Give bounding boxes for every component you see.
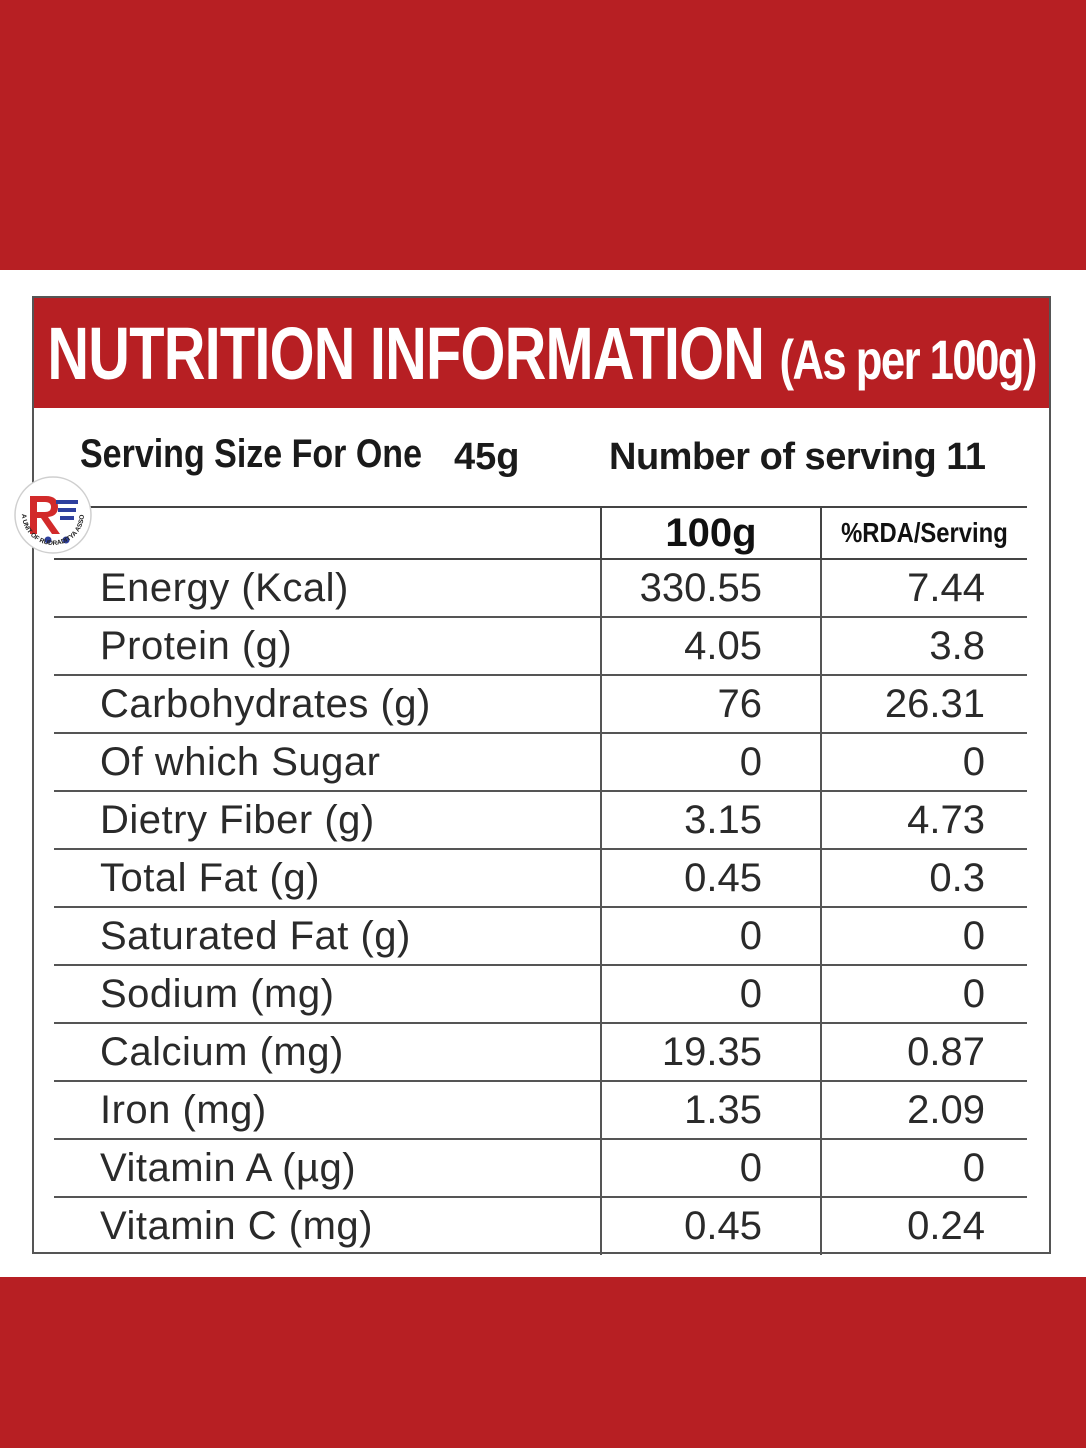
header-rda-per-serving: %RDA/Serving [841, 517, 1008, 548]
table-row: Vitamin C (mg) 0.45 0.24 [54, 1197, 1027, 1255]
nutrient-name: Vitamin C (mg) [100, 1204, 373, 1248]
value-rda-per-serving: 0 [962, 1145, 985, 1190]
table-row: Sodium (mg) 0 0 [54, 965, 1027, 1023]
table-row: Dietry Fiber (g) 3.15 4.73 [54, 791, 1027, 849]
nutrient-name: Energy (Kcal) [100, 565, 349, 610]
brand-logo: A UNIT OF RUDRADITYA ASSOCIATES [6, 465, 98, 560]
nutrient-name: Saturated Fat (g) [100, 913, 411, 958]
nutrient-name: Iron (mg) [100, 1087, 267, 1132]
value-rda-per-serving: 0 [962, 913, 985, 958]
value-per-100g: 1.35 [600, 1081, 822, 1139]
number-of-servings: Number of serving 11 [609, 436, 986, 478]
header-per-100g: 100g [600, 507, 822, 559]
value-per-100g: 19.35 [600, 1023, 822, 1081]
nutrient-name: Sodium (mg) [100, 971, 335, 1016]
table-row: Saturated Fat (g) 0 0 [54, 907, 1027, 965]
nutrition-panel: NUTRITION INFORMATION (As per 100g) Serv… [32, 296, 1051, 1255]
value-rda-per-serving: 0.24 [907, 1204, 985, 1248]
value-per-100g: 0 [600, 733, 822, 791]
value-rda-per-serving: 0.87 [907, 1029, 985, 1074]
value-per-100g: 330.55 [600, 559, 822, 617]
value-rda-per-serving: 3.8 [929, 623, 985, 668]
nutrient-name: Of which Sugar [100, 739, 381, 784]
top-red-band [0, 0, 1086, 270]
serving-size-amount: 45g [454, 436, 520, 478]
title-bar: NUTRITION INFORMATION (As per 100g) [34, 298, 1049, 408]
nutrient-name: Carbohydrates (g) [100, 681, 431, 726]
table-row: Calcium (mg) 19.35 0.87 [54, 1023, 1027, 1081]
nutrient-name: Calcium (mg) [100, 1029, 344, 1074]
value-per-100g: 4.05 [600, 617, 822, 675]
title-main: NUTRITION INFORMATION [47, 311, 765, 395]
table-row: Carbohydrates (g) 76 26.31 [54, 675, 1027, 733]
value-rda-per-serving: 26.31 [884, 681, 985, 726]
cart-logo-icon: A UNIT OF RUDRADITYA ASSOCIATES [6, 465, 92, 554]
table-row: Vitamin A (µg) 0 0 [54, 1139, 1027, 1197]
nutrition-table: 100g %RDA/Serving Energy (Kcal) 330.55 7.4… [54, 506, 1027, 1255]
serving-row: Serving Size For One 45g Number of servi… [34, 408, 1049, 506]
value-per-100g: 0 [600, 965, 822, 1023]
nutrient-name: Total Fat (g) [100, 855, 320, 900]
title-sub: (As per 100g) [779, 327, 1037, 391]
value-rda-per-serving: 0.3 [929, 855, 985, 900]
value-per-100g: 0 [600, 907, 822, 965]
title-text: NUTRITION INFORMATION (As per 100g) [47, 311, 1037, 396]
nutrient-name: Dietry Fiber (g) [100, 797, 375, 842]
serving-size-label: Serving Size For One [80, 432, 422, 476]
nutrition-table-area: 100g %RDA/Serving Energy (Kcal) 330.55 7.4… [54, 506, 1027, 1255]
table-row: Total Fat (g) 0.45 0.3 [54, 849, 1027, 907]
table-row: Iron (mg) 1.35 2.09 [54, 1081, 1027, 1139]
nutrient-name: Vitamin A (µg) [100, 1145, 357, 1190]
value-per-100g: 3.15 [600, 791, 822, 849]
value-rda-per-serving: 7.44 [907, 565, 985, 610]
table-row: Of which Sugar 0 0 [54, 733, 1027, 791]
table-row: Protein (g) 4.05 3.8 [54, 617, 1027, 675]
value-per-100g: 0.45 [600, 1197, 822, 1255]
table-row: Energy (Kcal) 330.55 7.44 [54, 559, 1027, 617]
value-rda-per-serving: 2.09 [907, 1087, 985, 1132]
bottom-red-band [0, 1277, 1086, 1448]
value-rda-per-serving: 0 [962, 739, 985, 784]
value-per-100g: 0 [600, 1139, 822, 1197]
value-rda-per-serving: 4.73 [907, 797, 985, 842]
nutrient-name: Protein (g) [100, 623, 293, 668]
table-header-row: 100g %RDA/Serving [54, 507, 1027, 559]
value-rda-per-serving: 0 [962, 971, 985, 1016]
value-per-100g: 76 [600, 675, 822, 733]
value-per-100g: 0.45 [600, 849, 822, 907]
header-nutrient [54, 507, 601, 559]
